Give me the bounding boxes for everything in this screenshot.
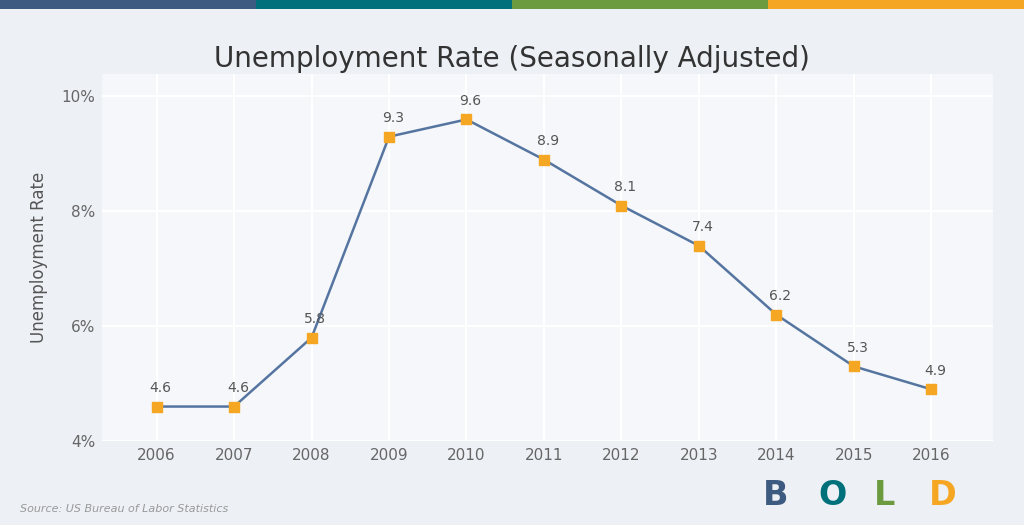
Point xyxy=(459,116,475,124)
Text: L: L xyxy=(873,479,895,512)
Text: 9.3: 9.3 xyxy=(382,111,403,125)
Text: Source: US Bureau of Labor Statistics: Source: US Bureau of Labor Statistics xyxy=(20,505,228,514)
Point xyxy=(536,155,552,164)
Text: 9.6: 9.6 xyxy=(460,94,481,108)
Point xyxy=(613,202,630,210)
Text: 8.9: 8.9 xyxy=(537,134,559,148)
Point xyxy=(303,333,319,342)
Text: 5.8: 5.8 xyxy=(304,312,327,326)
Text: 6.2: 6.2 xyxy=(769,289,792,303)
Point xyxy=(768,310,784,319)
Text: O: O xyxy=(818,479,847,512)
Y-axis label: Unemployment Rate: Unemployment Rate xyxy=(30,172,48,343)
Text: Unemployment Rate (Seasonally Adjusted): Unemployment Rate (Seasonally Adjusted) xyxy=(214,45,810,72)
Text: 4.9: 4.9 xyxy=(925,364,946,378)
Point xyxy=(226,402,243,411)
Point xyxy=(923,385,939,394)
Text: 7.4: 7.4 xyxy=(692,220,714,234)
Text: B: B xyxy=(763,479,788,512)
Text: 8.1: 8.1 xyxy=(614,180,636,194)
Text: D: D xyxy=(929,479,956,512)
Text: 4.6: 4.6 xyxy=(150,381,171,395)
Text: 5.3: 5.3 xyxy=(847,341,868,355)
Point xyxy=(846,362,862,371)
Text: 4.6: 4.6 xyxy=(227,381,249,395)
Point xyxy=(148,402,165,411)
Point xyxy=(691,242,708,250)
Point xyxy=(381,132,397,141)
